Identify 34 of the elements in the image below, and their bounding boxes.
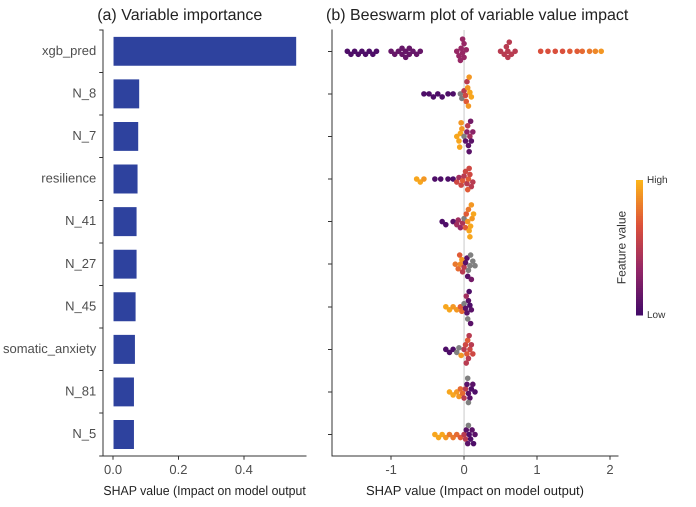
bar bbox=[114, 334, 135, 364]
chart-title: (b) Beeswarm plot of variable value impact bbox=[326, 7, 629, 24]
bar bbox=[114, 36, 296, 66]
x-tick-label: 0.4 bbox=[234, 462, 253, 478]
y-tick-label: N_8 bbox=[72, 85, 96, 100]
y-tick-label: N_45 bbox=[65, 298, 96, 314]
color-bar-label: High bbox=[647, 174, 668, 186]
x-tick-label: 0.0 bbox=[104, 462, 122, 478]
bar bbox=[114, 164, 138, 194]
x-tick-label: 2 bbox=[606, 462, 614, 478]
y-tick-label: N_27 bbox=[65, 256, 96, 271]
bar bbox=[114, 420, 134, 449]
bar bbox=[114, 79, 140, 108]
y-tick-label: N_81 bbox=[65, 384, 96, 399]
x-axis-title: SHAP value (Impact on model output) bbox=[366, 482, 584, 498]
bar bbox=[114, 207, 137, 236]
y-tick-label: somatic_anxiety bbox=[2, 340, 97, 356]
y-tick-label: xgb_pred bbox=[42, 42, 96, 58]
bar bbox=[114, 122, 138, 151]
x-tick-label: -1 bbox=[385, 462, 397, 478]
bar bbox=[114, 292, 136, 322]
chart-title: (a) Variable importance bbox=[97, 7, 262, 24]
x-axis-title: SHAP value (Impact on model output bbox=[103, 483, 306, 498]
color-bar-label: Low bbox=[647, 310, 666, 321]
bar bbox=[114, 377, 134, 406]
x-tick-label: 0 bbox=[460, 462, 468, 478]
y-tick-label: N_41 bbox=[65, 213, 96, 228]
color-bar-title: Feature value bbox=[614, 210, 628, 284]
x-tick-label: 1 bbox=[533, 462, 541, 478]
x-tick-label: 0.2 bbox=[169, 462, 188, 478]
y-tick-label: N_7 bbox=[72, 128, 96, 144]
y-tick-label: resilience bbox=[41, 170, 96, 186]
bar bbox=[114, 250, 137, 279]
y-tick-label: N_5 bbox=[72, 426, 96, 442]
